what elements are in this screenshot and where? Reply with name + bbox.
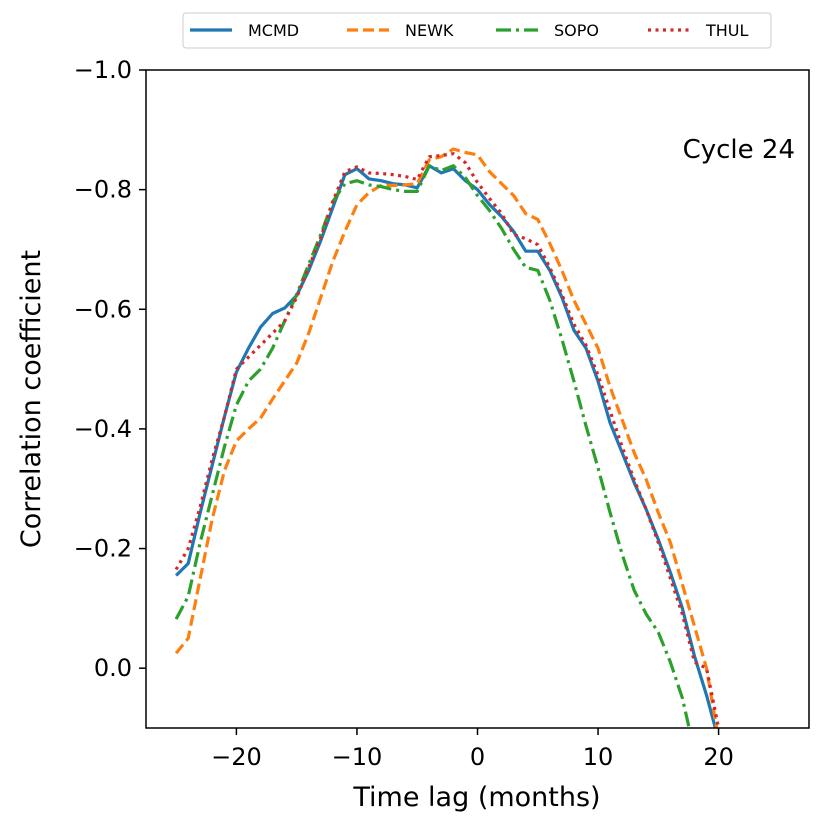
legend-label-newk: NEWK <box>405 21 454 40</box>
y-tick-label: −0.6 <box>74 295 132 323</box>
legend: MCMD NEWK SOPO THUL <box>182 12 772 49</box>
y-tick-label: −0.8 <box>74 176 132 204</box>
cycle-annotation: Cycle 24 <box>683 135 795 165</box>
x-axis: −20 −10 0 10 20 <box>211 728 734 771</box>
y-axis-title: Correlation coefficient <box>16 250 47 548</box>
series-layer <box>174 147 721 728</box>
plot-frame <box>145 69 810 729</box>
y-tick-label: −0.2 <box>74 535 132 563</box>
x-tick-label: 20 <box>703 743 734 771</box>
y-axis: −1.0 −0.8 −0.6 −0.4 −0.2 0.0 <box>74 56 146 682</box>
series-line-thul <box>174 152 721 728</box>
legend-box <box>182 12 772 49</box>
series-line-sopo <box>174 164 691 728</box>
y-tick-label: 0.0 <box>94 654 132 682</box>
y-tick-label: −0.4 <box>74 415 132 443</box>
x-axis-title: Time lag (months) <box>352 782 600 813</box>
legend-items: MCMD NEWK SOPO THUL <box>190 21 749 40</box>
x-tick-label: −20 <box>211 743 262 771</box>
legend-label-sopo: SOPO <box>554 21 599 40</box>
x-tick-label: 0 <box>470 743 485 771</box>
legend-label-mcmd: MCMD <box>248 21 299 40</box>
series-line-newk <box>174 147 719 728</box>
legend-label-thul: THUL <box>705 21 749 40</box>
x-tick-label: −10 <box>332 743 383 771</box>
x-tick-label: 10 <box>583 743 614 771</box>
series-line-mcmd <box>174 164 718 728</box>
y-tick-label: −1.0 <box>74 56 132 84</box>
